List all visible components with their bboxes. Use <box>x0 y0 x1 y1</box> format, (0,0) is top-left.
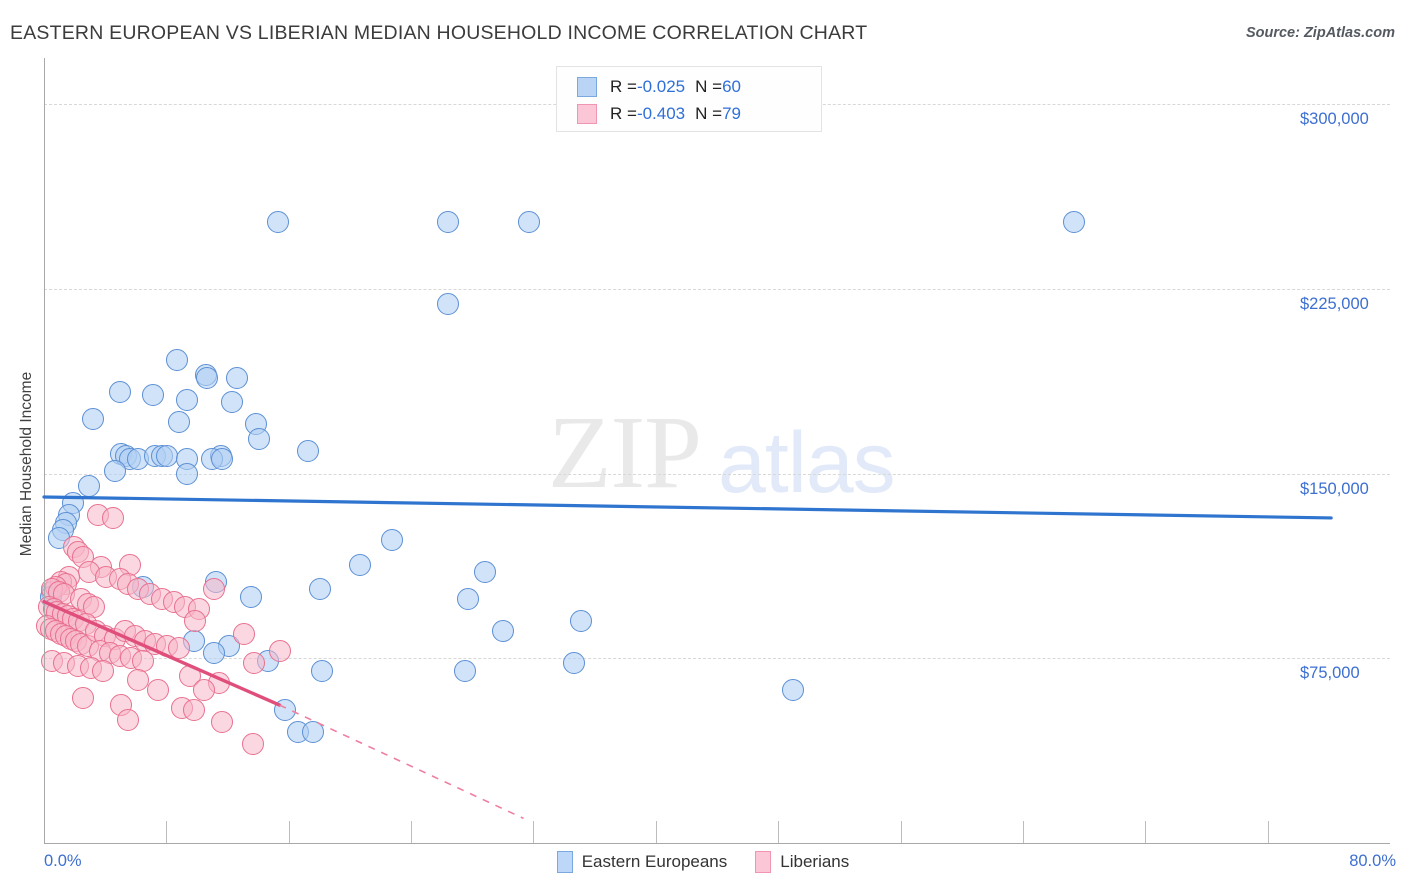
scatter-point[interactable] <box>211 711 234 734</box>
y-axis-title: Median Household Income <box>18 371 35 557</box>
series-legend-item-liberians[interactable]: Liberians <box>755 851 849 873</box>
plot-area <box>36 58 1390 843</box>
scatter-point[interactable] <box>381 529 404 552</box>
series-swatch-liberians <box>755 851 772 873</box>
source-attribution: Source: ZipAtlas.com <box>1245 25 1395 41</box>
scatter-point[interactable] <box>211 447 234 470</box>
scatter-point[interactable] <box>155 445 178 468</box>
y-axis-line <box>44 58 45 844</box>
gridline <box>44 473 1390 475</box>
scatter-point[interactable] <box>103 460 126 483</box>
scatter-point[interactable] <box>132 649 155 672</box>
series-legend-item-eastern-europeans[interactable]: Eastern Europeans <box>556 851 728 873</box>
scatter-point[interactable] <box>81 408 104 431</box>
series-swatch-eastern-europeans <box>556 851 573 873</box>
scatter-point[interactable] <box>184 610 207 633</box>
scatter-point[interactable] <box>1062 211 1085 234</box>
scatter-point[interactable] <box>176 462 198 485</box>
scatter-point[interactable] <box>202 578 225 601</box>
series-label-liberians: Liberians <box>780 852 850 871</box>
x-axis-tick <box>288 821 290 843</box>
legend-swatch-eastern-europeans <box>577 77 597 97</box>
page-title: EASTERN EUROPEAN VS LIBERIAN MEDIAN HOUS… <box>10 22 868 44</box>
scatter-point[interactable] <box>117 708 140 731</box>
legend-r-value-1: -0.025 <box>636 77 686 96</box>
scatter-point[interactable] <box>492 620 515 643</box>
scatter-point[interactable] <box>167 637 190 660</box>
scatter-point[interactable] <box>91 659 114 682</box>
x-axis-tick <box>533 821 535 843</box>
legend-row-eastern-europeans: R = -0.025 N = 60 <box>577 74 741 100</box>
scatter-point[interactable] <box>781 679 804 702</box>
x-axis-max-label: 80.0% <box>1349 852 1396 870</box>
scatter-point[interactable] <box>273 699 296 721</box>
legend-r-label-1: R = <box>610 77 637 96</box>
legend-n-value-1: 60 <box>722 77 741 96</box>
scatter-point[interactable] <box>241 733 264 756</box>
scatter-point[interactable] <box>142 383 165 406</box>
scatter-point[interactable] <box>562 652 585 675</box>
x-axis-tick <box>1022 821 1024 843</box>
scatter-point[interactable] <box>308 578 331 601</box>
legend-r-value-2: -0.403 <box>636 104 686 123</box>
scatter-point[interactable] <box>101 506 124 529</box>
gridline <box>44 288 1390 290</box>
scatter-point[interactable] <box>108 381 131 404</box>
scatter-point[interactable] <box>243 652 266 675</box>
legend-r-label-2: R = <box>610 104 637 123</box>
scatter-point[interactable] <box>167 410 190 433</box>
x-axis-line <box>44 843 1390 844</box>
scatter-point[interactable] <box>248 428 271 451</box>
scatter-point[interactable] <box>165 349 188 372</box>
series-label-eastern-europeans: Eastern Europeans <box>581 852 728 871</box>
legend-n-label-2: N = <box>695 104 723 123</box>
y-axis-tick-label: $150,000 <box>1300 479 1369 498</box>
scatter-point[interactable] <box>221 391 244 414</box>
gridline <box>44 658 1390 660</box>
x-axis-tick <box>166 821 168 843</box>
scatter-point[interactable] <box>297 440 320 463</box>
scatter-point[interactable] <box>517 211 540 234</box>
scatter-point[interactable] <box>196 366 219 389</box>
scatter-point[interactable] <box>453 659 476 682</box>
scatter-point[interactable] <box>436 211 459 234</box>
scatter-point[interactable] <box>436 292 459 315</box>
scatter-point[interactable] <box>302 721 325 744</box>
scatter-point[interactable] <box>192 679 215 702</box>
legend-n-label-1: N = <box>695 77 723 96</box>
x-axis-tick <box>778 821 780 843</box>
x-axis-min-label: 0.0% <box>44 852 82 870</box>
scatter-point[interactable] <box>266 211 289 234</box>
scatter-point[interactable] <box>456 588 479 611</box>
scatter-point[interactable] <box>349 553 372 576</box>
scatter-point[interactable] <box>78 474 101 497</box>
scatter-point[interactable] <box>182 699 205 721</box>
scatter-point[interactable] <box>147 679 170 702</box>
scatter-point[interactable] <box>71 686 94 709</box>
scatter-point[interactable] <box>176 388 198 411</box>
y-axis-tick-label: $225,000 <box>1300 294 1369 313</box>
x-axis-tick <box>1267 821 1269 843</box>
x-axis-tick <box>1145 821 1147 843</box>
scatter-point[interactable] <box>569 610 592 633</box>
scatter-point[interactable] <box>233 622 256 645</box>
scatter-point[interactable] <box>473 561 496 584</box>
x-axis-tick <box>655 821 657 843</box>
legend-swatch-liberians <box>577 104 597 124</box>
y-axis-tick-label: $300,000 <box>1300 110 1369 129</box>
scatter-point[interactable] <box>239 585 262 608</box>
legend-row-liberians: R = -0.403 N = 79 <box>577 101 741 127</box>
scatter-point[interactable] <box>310 659 333 682</box>
x-axis-tick <box>411 821 413 843</box>
legend-n-value-2: 79 <box>722 104 741 123</box>
y-axis-tick-label: $75,000 <box>1300 664 1360 683</box>
scatter-point[interactable] <box>202 642 225 665</box>
correlation-legend: R = -0.025 N = 60 R = -0.403 N = 79 <box>556 66 822 132</box>
scatter-point[interactable] <box>268 639 291 662</box>
scatter-point[interactable] <box>226 366 249 389</box>
x-axis-tick <box>900 821 902 843</box>
scatter-point[interactable] <box>127 669 150 692</box>
series-legend: Eastern Europeans Liberians <box>0 851 1406 873</box>
